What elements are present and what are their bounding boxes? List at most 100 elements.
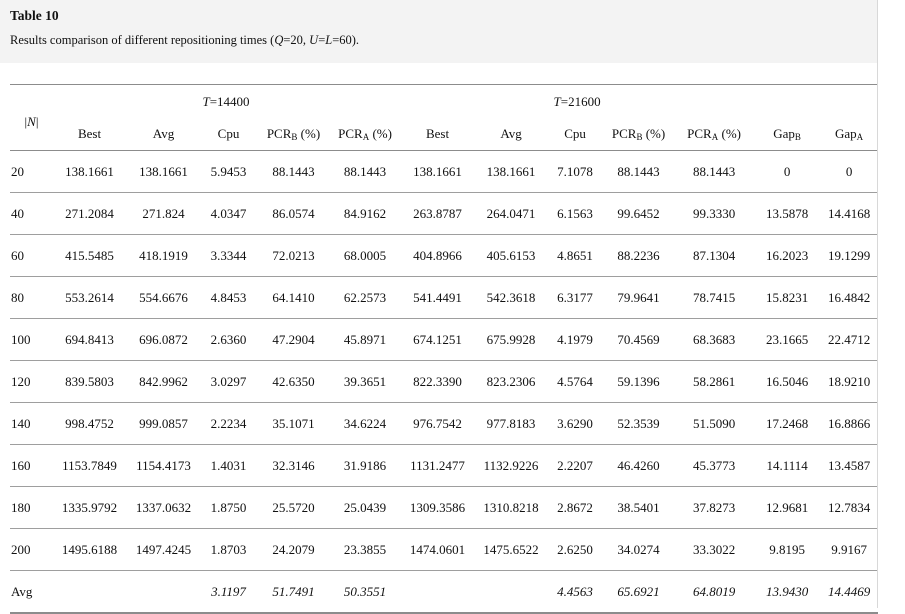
column-header: Best: [400, 118, 476, 151]
data-cell: 70.4569: [603, 318, 675, 361]
data-cell: 14.1114: [754, 444, 821, 487]
data-cell: 16.2023: [754, 234, 821, 277]
text-fragment: |: [35, 114, 39, 129]
column-header: PCRB (%): [603, 118, 675, 151]
table-container: |N| T=14400 T=21600 Best Avg Cpu PCRB (%) PCRA …: [10, 84, 879, 614]
data-cell: 405.6153: [475, 234, 548, 277]
text-fragment: =60).: [332, 33, 360, 47]
data-cell: 13.4587: [820, 444, 879, 487]
table-row: 180 1335.9792 1337.0632 1.8750 25.5720 25.043…: [10, 486, 879, 529]
row-label: 60: [10, 234, 52, 277]
column-header: PCRA (%): [330, 118, 401, 151]
text-fragment: (%): [718, 126, 741, 141]
data-cell: 65.6921: [603, 570, 675, 614]
data-cell: 264.0471: [475, 192, 548, 235]
data-cell: 999.0857: [127, 402, 200, 445]
text-fragment: PCR: [687, 126, 712, 141]
data-cell: 47.2904: [257, 318, 330, 361]
data-cell: 1309.3586: [400, 486, 476, 529]
data-cell: 31.9186: [330, 444, 401, 487]
data-cell: 3.1197: [200, 570, 257, 614]
data-cell: 16.5046: [754, 360, 821, 403]
data-cell: 88.1443: [330, 150, 401, 193]
row-label: 200: [10, 528, 52, 571]
data-cell: 4.8651: [547, 234, 604, 277]
data-cell: 4.5764: [547, 360, 604, 403]
data-cell: 58.2861: [674, 360, 755, 403]
row-label: 120: [10, 360, 52, 403]
column-header: Best: [52, 118, 127, 151]
text-fragment: PCR: [266, 126, 292, 141]
table-row: 80 553.2614 554.6676 4.8453 64.1410 62.2573 54…: [10, 276, 879, 319]
data-cell: 6.1563: [547, 192, 604, 235]
text-fragment: =20,: [283, 33, 310, 47]
data-cell: 25.5720: [257, 486, 330, 529]
data-cell: 1.4031: [200, 444, 257, 487]
data-cell: 99.3330: [674, 192, 755, 235]
data-cell: 3.3344: [200, 234, 257, 277]
data-cell: 271.2084: [52, 192, 127, 235]
data-cell: 415.5485: [52, 234, 127, 277]
data-cell: 17.2468: [754, 402, 821, 445]
data-cell: 138.1661: [127, 150, 200, 193]
data-cell: 0: [820, 150, 879, 193]
text-fragment: =21600: [560, 93, 601, 109]
data-cell: 976.7542: [400, 402, 476, 445]
data-cell: 2.2207: [547, 444, 604, 487]
data-cell: 32.3146: [257, 444, 330, 487]
data-cell: 3.6290: [547, 402, 604, 445]
data-cell: 45.3773: [674, 444, 755, 487]
data-cell: 23.3855: [330, 528, 401, 571]
subscript: B: [291, 132, 298, 142]
column-header: Cpu: [547, 118, 604, 151]
data-cell: 22.4712: [820, 318, 879, 361]
data-cell: 1154.4173: [127, 444, 200, 487]
data-cell: 418.1919: [127, 234, 200, 277]
data-cell: 4.8453: [200, 276, 257, 319]
data-cell: 4.0347: [200, 192, 257, 235]
row-label: 140: [10, 402, 52, 445]
data-cell: 37.8273: [674, 486, 755, 529]
data-cell: 42.6350: [257, 360, 330, 403]
data-cell: 14.4168: [820, 192, 879, 235]
data-cell: 99.6452: [603, 192, 675, 235]
data-cell: 78.7415: [674, 276, 755, 319]
data-cell: 88.1443: [674, 150, 755, 193]
table-title: Table 10: [10, 8, 59, 23]
data-cell: 52.3539: [603, 402, 675, 445]
data-cell: 0: [754, 150, 821, 193]
group-header: T=21600: [400, 85, 754, 119]
column-header: GapB: [754, 118, 821, 151]
column-header: PCRA (%): [674, 118, 755, 151]
subscript: A: [856, 132, 864, 142]
column-header: GapA: [820, 118, 879, 151]
table-row: 60 415.5485 418.1919 3.3344 72.0213 68.0005 40…: [10, 234, 879, 277]
data-cell: 12.7834: [820, 486, 879, 529]
data-cell: 9.9167: [820, 528, 879, 571]
table-row: 120 839.5803 842.9962 3.0297 42.6350 39.3651 8…: [10, 360, 879, 403]
table-row: 100 694.8413 696.0872 2.6360 47.2904 45.8971 6…: [10, 318, 879, 361]
data-cell: 842.9962: [127, 360, 200, 403]
data-cell: 45.8971: [330, 318, 401, 361]
column-header: Avg: [127, 118, 200, 151]
text-fragment: Q: [274, 33, 284, 47]
data-cell: 88.2236: [603, 234, 675, 277]
text-fragment: Gap: [773, 126, 795, 141]
data-cell: 62.2573: [330, 276, 401, 319]
data-cell: 23.1665: [754, 318, 821, 361]
table-caption-block: Table 10 Results comparison of different…: [0, 0, 877, 63]
data-cell: 7.1078: [547, 150, 604, 193]
data-cell: 822.3390: [400, 360, 476, 403]
data-cell: 138.1661: [52, 150, 127, 193]
data-cell: 1335.9792: [52, 486, 127, 529]
table-row: 20 138.1661 138.1661 5.9453 88.1443 88.1443 13…: [10, 150, 879, 193]
data-cell: 88.1443: [603, 150, 675, 193]
subscript: B: [636, 132, 643, 142]
data-cell: 1474.0601: [400, 528, 476, 571]
data-cell: 696.0872: [127, 318, 200, 361]
text-fragment: Results comparison of different repositi…: [10, 33, 275, 47]
data-cell: 18.9210: [820, 360, 879, 403]
group-header-empty: [754, 85, 878, 119]
data-cell: 79.9641: [603, 276, 675, 319]
data-cell: 39.3651: [330, 360, 401, 403]
